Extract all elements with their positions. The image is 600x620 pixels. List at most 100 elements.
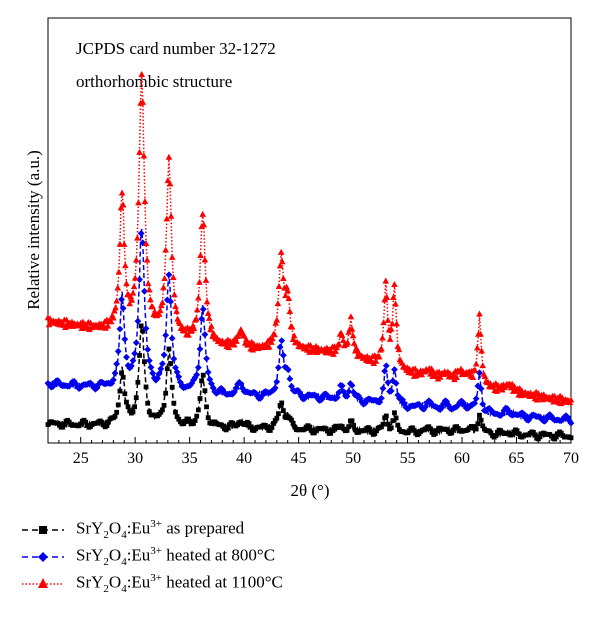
data-point [119, 370, 124, 376]
data-point [164, 366, 170, 372]
data-point [193, 306, 201, 313]
x-tick-label: 60 [454, 450, 470, 467]
data-point [145, 357, 153, 365]
data-point [567, 396, 575, 403]
data-point [390, 294, 397, 301]
data-point [139, 239, 147, 247]
data-point [477, 330, 484, 337]
data-point [199, 210, 207, 217]
data-point [475, 421, 481, 427]
data-point [61, 421, 67, 427]
data-point [277, 403, 283, 408]
data-point [395, 346, 403, 353]
data-point [347, 313, 355, 320]
data-point [314, 394, 322, 402]
data-point [112, 304, 119, 311]
data-point [225, 425, 231, 431]
legend-swatch-black-square [22, 525, 64, 534]
data-point [374, 428, 379, 434]
data-point [202, 276, 210, 283]
data-point [194, 364, 202, 371]
data-point [363, 397, 371, 405]
data-point [125, 404, 131, 410]
data-point [111, 307, 118, 314]
data-point [188, 379, 196, 387]
data-point [204, 368, 212, 376]
data-point [176, 378, 184, 386]
data-point [355, 348, 362, 355]
data-point [200, 372, 206, 378]
data-point [274, 300, 282, 307]
data-point [178, 323, 186, 330]
data-point [138, 70, 146, 77]
data-point [289, 417, 294, 423]
data-point [199, 305, 207, 313]
data-point [192, 315, 200, 322]
data-point [379, 424, 384, 430]
data-point [104, 322, 112, 329]
data-point [201, 256, 209, 263]
series-as-prepared [45, 323, 574, 442]
data-point [479, 400, 487, 408]
data-point [267, 428, 273, 433]
data-point [353, 344, 360, 351]
data-point [478, 347, 485, 354]
data-point [283, 283, 290, 290]
data-point [567, 419, 575, 427]
data-point [553, 434, 559, 440]
data-point [185, 331, 192, 338]
data-point [346, 424, 352, 430]
data-point [248, 424, 254, 430]
data-point [511, 382, 518, 389]
data-point [135, 379, 141, 385]
data-point [476, 310, 483, 317]
data-point [149, 303, 156, 310]
data-point [116, 240, 124, 247]
series-layer [44, 70, 575, 442]
data-point [406, 428, 412, 434]
data-point [532, 432, 538, 438]
data-point [558, 430, 564, 436]
data-point [386, 335, 394, 342]
data-point [514, 428, 520, 434]
data-point [122, 262, 129, 269]
x-tick-label: 65 [509, 450, 525, 467]
data-point [56, 379, 63, 387]
data-point [160, 407, 165, 413]
data-point [390, 418, 396, 424]
data-point [146, 286, 153, 293]
data-point [191, 421, 196, 426]
data-point [346, 380, 354, 387]
data-point [537, 434, 543, 440]
data-point [278, 258, 286, 265]
data-point [276, 411, 281, 417]
data-point [109, 376, 117, 384]
data-point [140, 328, 146, 334]
legend: SrY2O4:Eu3+ as prepared SrY2O4:Eu3+ heat… [20, 516, 283, 597]
data-point [389, 320, 396, 327]
data-point [471, 366, 479, 373]
data-point [142, 325, 150, 332]
data-point [204, 309, 212, 316]
data-point [481, 372, 489, 379]
data-point [162, 246, 169, 253]
data-point [378, 394, 385, 402]
data-point [116, 325, 124, 333]
data-point [203, 355, 210, 362]
series-line [47, 326, 572, 440]
data-point [156, 307, 164, 314]
data-point [162, 331, 170, 339]
data-point [344, 339, 351, 346]
data-point [243, 336, 250, 343]
data-point [238, 328, 246, 335]
data-point [352, 427, 358, 433]
data-point [290, 332, 298, 339]
data-point [167, 298, 174, 306]
data-point [130, 409, 136, 415]
data-point [521, 413, 529, 421]
data-point [186, 382, 194, 389]
legend-item: SrY2O4:Eu3+ as prepared [20, 516, 283, 543]
legend-label: SrY2O4:Eu3+ heated at 1100°C [76, 571, 283, 596]
data-point [264, 425, 270, 431]
data-point [174, 414, 180, 419]
